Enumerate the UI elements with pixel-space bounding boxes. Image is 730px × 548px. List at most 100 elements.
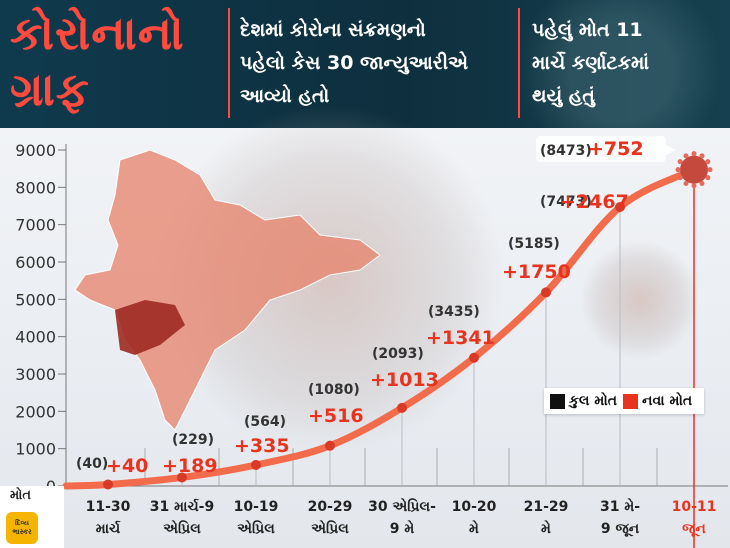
y-tick-label: 5000 [15, 290, 56, 309]
header-banner: કોરોનાનો ગ્રાફ દેશમાં કોરોના સંક્રમણનો પ… [0, 0, 730, 128]
cumulative-value-label: (564) [244, 414, 286, 430]
virus-spike [705, 159, 711, 165]
x-tick-label: 31 માર્ચ-9 [150, 497, 214, 515]
fact-first-case: દેશમાં કોરોના સંક્રમણનો પહેલો કેસ 30 જાન… [240, 14, 468, 113]
x-tick-label: 20-29 [308, 499, 353, 515]
data-point [251, 459, 261, 470]
x-tick-label: મે [541, 519, 551, 537]
data-point [103, 479, 113, 490]
new-value-label: +335 [234, 435, 290, 457]
fact-first-case-line-1: દેશમાં કોરોના સંક્રમણનો [240, 19, 426, 41]
fact-first-death-line-1: પહેલું મોત 11 [532, 19, 643, 41]
virus-spike [683, 153, 689, 159]
legend-swatch-new [623, 393, 639, 409]
x-axis-label: મોત [10, 488, 32, 503]
legend: કુલ મોત નવા મોત [544, 388, 705, 414]
virus-decoration [490, 0, 730, 128]
x-tick-label: એપ્રિલ [237, 519, 275, 537]
x-tick-label: 9 મે [390, 519, 415, 537]
publisher-logo: દિવ્ય ભાસ્કર [6, 512, 38, 544]
data-point [541, 287, 551, 298]
virus-spike [705, 175, 711, 181]
title-line-1: કોરોનાનો [10, 6, 185, 60]
header-divider-1 [228, 8, 230, 118]
data-point [325, 440, 335, 451]
new-value-label: +2467 [560, 191, 629, 213]
new-value-label: +1013 [370, 369, 439, 391]
virus-end-marker [675, 151, 713, 189]
last-label-pointer [666, 145, 676, 155]
fact-first-death-line-3: થયું હતું [532, 85, 595, 107]
cumulative-value-label: (2093) [372, 346, 424, 362]
x-tick-label: 31 મે- [600, 497, 640, 515]
legend-label-new: નવા મોત [642, 393, 693, 409]
x-tick-label: 10-20 [452, 499, 497, 515]
legend-label-total: કુલ મોત [569, 393, 618, 409]
new-value-label: +1750 [502, 261, 571, 283]
virus-spike [683, 181, 689, 187]
new-value-label: +189 [162, 455, 218, 477]
header-divider-2 [518, 8, 520, 118]
cumulative-value-label: (3435) [428, 304, 480, 320]
virus-spike [675, 167, 681, 173]
virus-spike [677, 159, 683, 165]
new-value-label-top: +752 [588, 138, 644, 160]
x-tick-label: 21-29 [524, 499, 569, 515]
cumulative-value-label-top: (8473) [540, 143, 592, 159]
x-tick-label: એપ્રિલ [163, 519, 201, 537]
virus-spike [707, 167, 713, 173]
virus-spike [691, 151, 697, 157]
x-tick-label: એપ્રિલ [311, 519, 349, 537]
x-tick-label: 11-30 [86, 499, 131, 515]
india-map-shape [74, 149, 381, 431]
x-tick-label: 30 એપ્રિલ- [368, 497, 436, 515]
new-value-label: +40 [106, 455, 148, 477]
logo-text: દિવ્ય ભાસ્કર [12, 519, 32, 536]
cumulative-value-label: (7473) [540, 194, 592, 210]
cumulative-value-label: (229) [172, 432, 214, 448]
y-tick-label: 3000 [15, 365, 56, 384]
maharashtra-shape [115, 300, 185, 355]
fact-first-case-line-3: આવ્યો હતો [240, 85, 330, 107]
y-tick-label: 7000 [15, 216, 56, 235]
y-tick-label: 2000 [15, 402, 56, 421]
cumulative-value-label: (1080) [308, 382, 360, 398]
y-tick-label: 8000 [15, 178, 56, 197]
legend-swatch-total [550, 393, 565, 409]
virus-spike [699, 153, 705, 159]
x-tick-label: માર્ચ [96, 519, 122, 537]
x-tick-label: 9 જૂન [601, 521, 640, 537]
cumulative-value-label: (40) [76, 456, 108, 472]
virus-spike [699, 181, 705, 187]
fact-first-case-line-2: પહેલો કેસ 30 જાન્યુઆરીએ [240, 52, 469, 74]
fact-first-death-line-2: માર્ચે કર્ણાટકમાં [532, 52, 650, 74]
virus-spike [691, 183, 697, 189]
virus-spike [677, 175, 683, 181]
x-tick-label: મે [469, 519, 479, 537]
last-label-background [536, 136, 666, 162]
data-point [177, 472, 187, 483]
new-value-label: +752 [588, 138, 644, 160]
y-tick-label: 1000 [15, 440, 56, 459]
y-tick-label: 9000 [15, 141, 56, 160]
data-point [469, 352, 479, 363]
new-value-label: +1341 [426, 327, 495, 349]
title-line-2: ગ્રાફ [10, 62, 90, 116]
legend-item-new: નવા મોત [623, 393, 692, 409]
new-value-label: +516 [308, 405, 364, 427]
data-point [397, 402, 407, 413]
x-tick-label: 10-19 [234, 499, 279, 515]
series-line-total-deaths [62, 166, 698, 490]
fact-first-death: પહેલું મોત 11 માર્ચે કર્ણાટકમાં થયું હતુ… [532, 14, 649, 113]
y-tick-label: 6000 [15, 253, 56, 272]
virus-end-body [680, 155, 708, 184]
data-point [615, 202, 625, 213]
y-tick-label: 4000 [15, 328, 56, 347]
cumulative-value-label: (5185) [508, 236, 560, 252]
legend-item-total: કુલ મોત [550, 393, 617, 409]
virus-shape-small [580, 240, 700, 360]
background-decoration [74, 105, 700, 455]
virus-shape [155, 105, 505, 455]
